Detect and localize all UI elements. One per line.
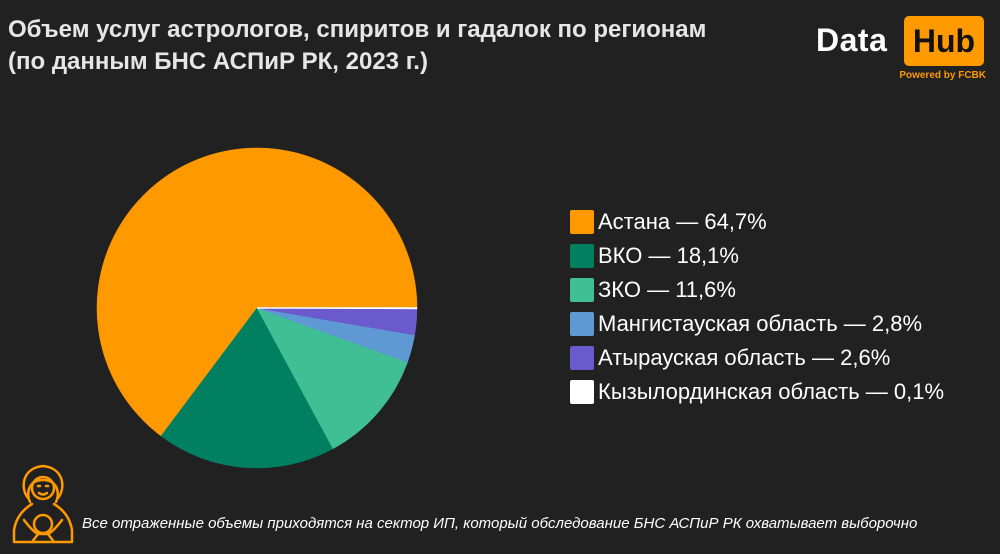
logo-hub-text: Hub bbox=[904, 16, 984, 66]
legend-swatch-5 bbox=[570, 346, 594, 370]
legend-swatch-4 bbox=[570, 312, 594, 336]
legend-label-5: Атырауская область — 2,6% bbox=[598, 345, 891, 370]
chart-title-line-1: Объем услуг астрологов, спиритов и гадал… bbox=[8, 16, 707, 43]
chart-title: Объем услуг астрологов, спиритов и гадал… bbox=[8, 14, 788, 78]
chart-legend: Астана — 64,7% ВКО — 18,1% ЗКО — 11,6% Манг… bbox=[570, 205, 944, 409]
chart-title-line-2: (по данным БНС АСПиР РК, 2023 г.) bbox=[8, 48, 428, 75]
legend-item-3: ЗКО — 11,6% bbox=[570, 273, 944, 307]
pie-slice-2 bbox=[160, 307, 334, 469]
legend-item-1: Астана — 64,7% bbox=[570, 205, 944, 239]
datahub-logo: Data Hub Powered by FCBK bbox=[816, 12, 986, 84]
footnote: Все отраженные объемы приходятся на сект… bbox=[82, 515, 918, 532]
legend-item-5: Атырауская область — 2,6% bbox=[570, 341, 944, 375]
legend-label-2: ВКО — 18,1% bbox=[598, 243, 739, 268]
pie-slice-1 bbox=[96, 147, 418, 437]
legend-swatch-3 bbox=[570, 278, 594, 302]
legend-label-4: Мангистауская область — 2,8% bbox=[598, 311, 923, 336]
legend-swatch-2 bbox=[570, 244, 594, 268]
logo-powered-text: Powered by FCBK bbox=[899, 70, 986, 81]
legend-item-6: Кызылординская область — 0,1% bbox=[570, 375, 944, 409]
legend-swatch-6 bbox=[570, 380, 594, 404]
legend-swatch-1 bbox=[570, 210, 594, 234]
legend-label-6: Кызылординская область — 0,1% bbox=[598, 379, 945, 404]
fortune-teller-icon bbox=[12, 464, 74, 544]
legend-item-2: ВКО — 18,1% bbox=[570, 239, 944, 273]
pie-slice-3 bbox=[256, 307, 408, 450]
pie-chart bbox=[96, 147, 418, 469]
legend-label-3: ЗКО — 11,6% bbox=[598, 277, 736, 302]
legend-item-4: Мангистауская область — 2,8% bbox=[570, 307, 944, 341]
logo-data-text: Data bbox=[816, 22, 888, 58]
legend-label-1: Астана — 64,7% bbox=[598, 209, 767, 234]
